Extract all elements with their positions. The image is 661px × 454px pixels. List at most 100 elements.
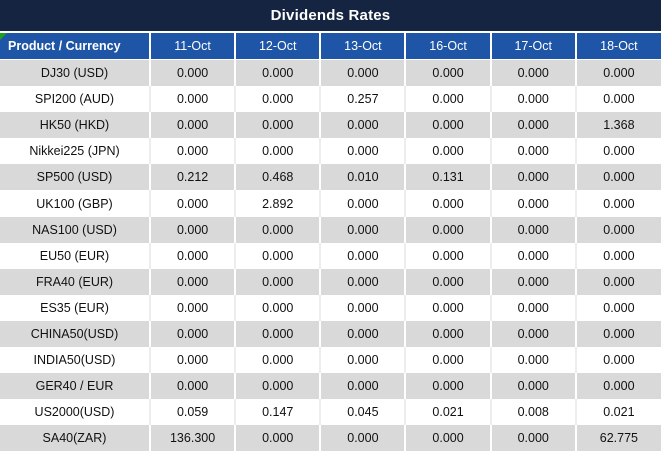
rate-value-cell: 0.000 <box>148 242 236 269</box>
rate-value-cell: 0.131 <box>404 164 491 191</box>
rate-value-cell: 0.147 <box>234 399 321 426</box>
product-cell: ES35 (EUR) <box>0 294 150 321</box>
rate-value-cell: 0.000 <box>319 112 406 139</box>
rate-value-cell: 0.000 <box>234 268 321 295</box>
table-row: CHINA50(USD) 0.000 0.000 0.000 0.000 0.000 0.0… <box>0 320 661 348</box>
rate-value-cell: 0.000 <box>489 59 576 87</box>
product-currency-column-header: Product / Currency <box>0 33 150 60</box>
table-header: Product / Currency 11-Oct 12-Oct 13-Oct 16-O… <box>0 33 661 60</box>
rate-value-cell: 0.000 <box>148 294 236 321</box>
table-row: Nikkei225 (JPN) 0.000 0.000 0.000 0.000 0.000… <box>0 138 661 165</box>
rate-value-cell: 0.000 <box>404 138 491 165</box>
rate-value-cell: 0.000 <box>404 425 491 452</box>
rate-value-cell: 0.000 <box>574 242 661 269</box>
rate-value-cell: 0.000 <box>574 320 661 348</box>
rate-value-cell: 0.000 <box>574 268 661 295</box>
rate-value-cell: 0.008 <box>489 399 576 426</box>
rate-value-cell: 0.212 <box>148 164 236 191</box>
rate-value-cell: 0.000 <box>489 347 576 374</box>
rate-value-cell: 0.000 <box>148 138 236 165</box>
rate-value-cell: 0.000 <box>489 190 576 217</box>
rate-value-cell: 0.021 <box>574 399 661 426</box>
rate-value-cell: 0.257 <box>319 86 406 113</box>
rate-value-cell: 0.000 <box>404 190 491 217</box>
product-cell: US2000(USD) <box>0 399 150 426</box>
rate-value-cell: 0.021 <box>404 399 491 426</box>
header-row: Product / Currency 11-Oct 12-Oct 13-Oct 16-O… <box>0 33 661 60</box>
rate-value-cell: 0.000 <box>234 59 321 87</box>
product-cell: INDIA50(USD) <box>0 347 150 374</box>
product-cell: SA40(ZAR) <box>0 425 150 452</box>
product-cell: DJ30 (USD) <box>0 59 150 87</box>
rate-value-cell: 0.000 <box>574 164 661 191</box>
rate-value-cell: 0.000 <box>404 242 491 269</box>
rate-value-cell: 0.000 <box>404 86 491 113</box>
rate-value-cell: 0.000 <box>319 425 406 452</box>
rate-value-cell: 0.000 <box>234 112 321 139</box>
rate-value-cell: 0.000 <box>574 294 661 321</box>
rate-value-cell: 0.000 <box>574 59 661 87</box>
table-row: EU50 (EUR) 0.000 0.000 0.000 0.000 0.000 0.000 <box>0 242 661 269</box>
date-column-header: 16-Oct <box>404 33 491 60</box>
rate-value-cell: 0.000 <box>404 373 491 400</box>
table-row: US2000(USD) 0.059 0.147 0.045 0.021 0.008 0.02… <box>0 399 661 426</box>
rate-value-cell: 0.000 <box>234 294 321 321</box>
rate-value-cell: 0.000 <box>404 268 491 295</box>
table-row: SPI200 (AUD) 0.000 0.000 0.257 0.000 0.000 0.0… <box>0 86 661 113</box>
rate-value-cell: 0.000 <box>319 320 406 348</box>
rate-value-cell: 0.000 <box>489 425 576 452</box>
green-corner-triangle-icon <box>0 33 7 40</box>
product-cell: Nikkei225 (JPN) <box>0 138 150 165</box>
rate-value-cell: 0.000 <box>148 373 236 400</box>
rate-value-cell: 0.000 <box>319 138 406 165</box>
rate-value-cell: 0.000 <box>234 425 321 452</box>
table-row: INDIA50(USD) 0.000 0.000 0.000 0.000 0.000 0.0… <box>0 347 661 374</box>
rate-value-cell: 0.000 <box>319 268 406 295</box>
rate-value-cell: 0.000 <box>234 138 321 165</box>
rate-value-cell: 0.000 <box>148 190 236 217</box>
rate-value-cell: 1.368 <box>574 112 661 139</box>
dividends-rates-table: Product / Currency 11-Oct 12-Oct 13-Oct 16-O… <box>0 33 661 452</box>
rate-value-cell: 0.000 <box>234 86 321 113</box>
table-row: HK50 (HKD) 0.000 0.000 0.000 0.000 0.000 1.368 <box>0 112 661 139</box>
rate-value-cell: 0.000 <box>148 86 236 113</box>
rate-value-cell: 0.000 <box>404 59 491 87</box>
rate-value-cell: 0.000 <box>148 59 236 87</box>
rate-value-cell: 0.000 <box>574 373 661 400</box>
rate-value-cell: 0.000 <box>234 242 321 269</box>
table-row: DJ30 (USD) 0.000 0.000 0.000 0.000 0.000 0.000 <box>0 59 661 87</box>
rate-value-cell: 0.000 <box>319 347 406 374</box>
rate-value-cell: 0.000 <box>319 216 406 243</box>
rate-value-cell: 0.000 <box>404 347 491 374</box>
rate-value-cell: 0.045 <box>319 399 406 426</box>
product-cell: UK100 (GBP) <box>0 190 150 217</box>
product-cell: SP500 (USD) <box>0 164 150 191</box>
rate-value-cell: 0.000 <box>574 138 661 165</box>
rate-value-cell: 0.468 <box>234 164 321 191</box>
rate-value-cell: 0.000 <box>404 294 491 321</box>
rate-value-cell: 0.000 <box>148 112 236 139</box>
rate-value-cell: 2.892 <box>234 190 321 217</box>
date-column-header: 12-Oct <box>234 33 321 60</box>
product-cell: NAS100 (USD) <box>0 216 150 243</box>
table-row: NAS100 (USD) 0.000 0.000 0.000 0.000 0.000 0.0… <box>0 216 661 243</box>
table-row: ES35 (EUR) 0.000 0.000 0.000 0.000 0.000 0.000 <box>0 294 661 321</box>
rate-value-cell: 0.000 <box>489 268 576 295</box>
rate-value-cell: 0.000 <box>574 190 661 217</box>
date-column-header: 18-Oct <box>574 33 661 60</box>
rate-value-cell: 0.000 <box>319 190 406 217</box>
rate-value-cell: 0.010 <box>319 164 406 191</box>
rate-value-cell: 0.000 <box>148 320 236 348</box>
rate-value-cell: 0.000 <box>148 216 236 243</box>
page-title: Dividends Rates <box>0 0 661 33</box>
product-cell: HK50 (HKD) <box>0 112 150 139</box>
rate-value-cell: 0.000 <box>319 242 406 269</box>
table-row: FRA40 (EUR) 0.000 0.000 0.000 0.000 0.000 0.00… <box>0 268 661 295</box>
rate-value-cell: 0.000 <box>404 216 491 243</box>
product-cell: FRA40 (EUR) <box>0 268 150 295</box>
rate-value-cell: 0.000 <box>489 294 576 321</box>
rate-value-cell: 0.000 <box>404 112 491 139</box>
rate-value-cell: 0.000 <box>574 347 661 374</box>
table-row: GER40 / EUR 0.000 0.000 0.000 0.000 0.000 0.00… <box>0 373 661 400</box>
rate-value-cell: 0.000 <box>489 216 576 243</box>
